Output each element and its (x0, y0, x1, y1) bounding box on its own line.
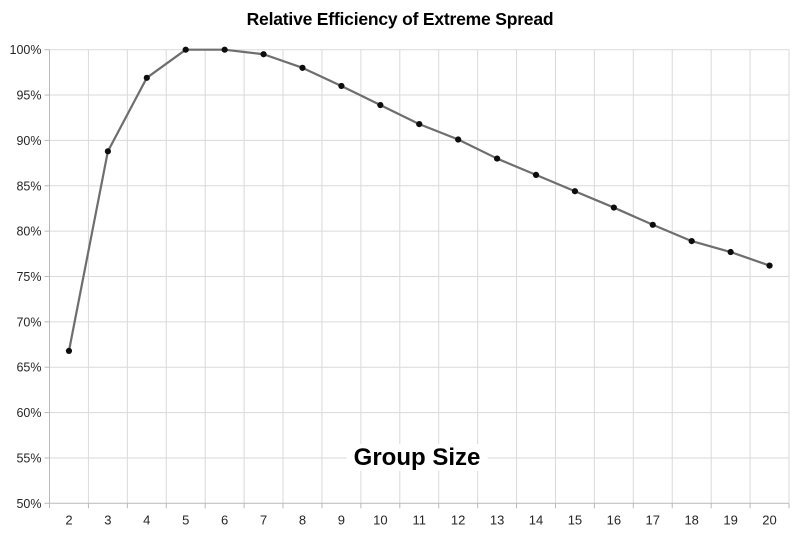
svg-text:13: 13 (490, 512, 504, 527)
svg-text:18: 18 (684, 512, 698, 527)
chart-title: Relative Efficiency of Extreme Spread (246, 9, 554, 29)
svg-text:20: 20 (762, 512, 776, 527)
svg-text:60%: 60% (16, 406, 41, 420)
svg-text:55%: 55% (16, 451, 41, 465)
svg-text:15: 15 (568, 512, 582, 527)
svg-text:8: 8 (299, 512, 306, 527)
svg-text:3: 3 (104, 512, 111, 527)
svg-text:19: 19 (723, 512, 737, 527)
svg-text:80%: 80% (16, 225, 41, 239)
svg-text:6: 6 (221, 512, 228, 527)
svg-text:5: 5 (182, 512, 189, 527)
svg-text:16: 16 (607, 512, 621, 527)
svg-text:75%: 75% (16, 270, 41, 284)
x-axis-title: Group Size (346, 444, 488, 471)
svg-text:90%: 90% (16, 134, 41, 148)
svg-text:50%: 50% (16, 497, 41, 511)
svg-text:10: 10 (373, 512, 387, 527)
svg-text:17: 17 (646, 512, 660, 527)
svg-text:70%: 70% (16, 315, 41, 329)
svg-text:4: 4 (143, 512, 150, 527)
svg-text:95%: 95% (16, 89, 41, 103)
svg-text:11: 11 (413, 512, 427, 527)
svg-text:9: 9 (338, 512, 345, 527)
svg-text:100%: 100% (10, 43, 42, 57)
svg-text:14: 14 (529, 512, 543, 527)
svg-text:7: 7 (260, 512, 267, 527)
svg-text:12: 12 (451, 512, 465, 527)
svg-text:2: 2 (65, 512, 72, 527)
svg-text:65%: 65% (16, 361, 41, 375)
svg-text:85%: 85% (16, 179, 41, 193)
